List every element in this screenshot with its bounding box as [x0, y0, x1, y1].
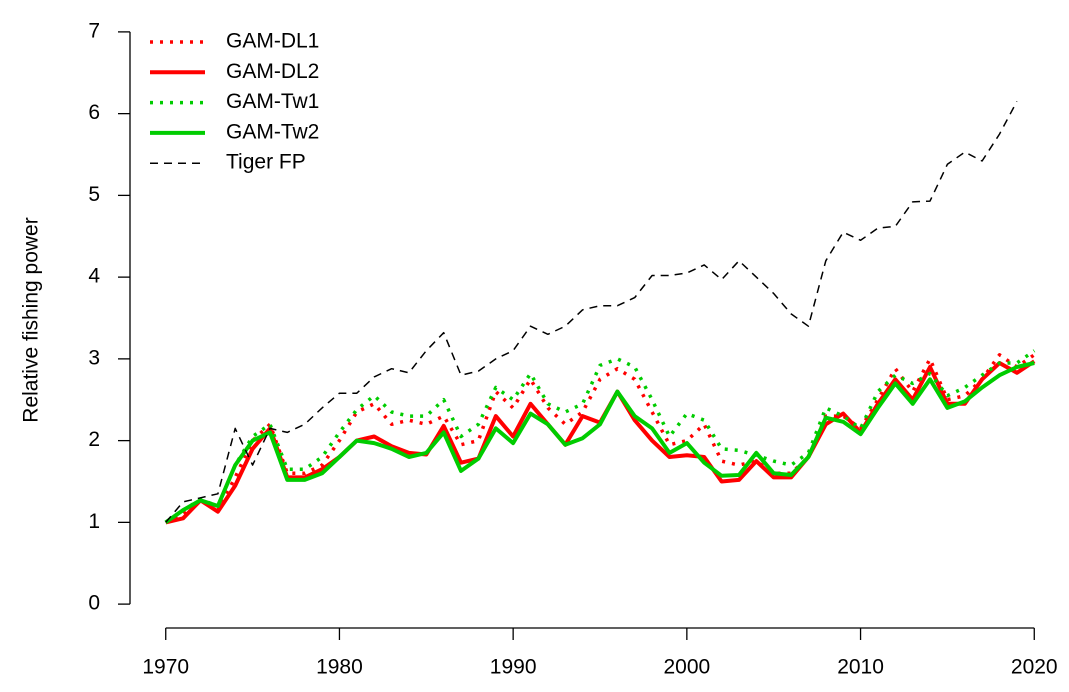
y-tick-label: 3 [88, 346, 100, 369]
y-tick-label: 1 [88, 510, 100, 533]
legend-label: GAM-DL2 [226, 60, 319, 83]
series-line [164, 353, 1036, 524]
y-tick-label: 0 [88, 592, 100, 615]
legend-label: GAM-Tw1 [226, 90, 319, 113]
y-tick-label: 7 [88, 19, 100, 42]
legend-label: Tiger FP [226, 151, 306, 174]
y-tick-label: 5 [88, 183, 100, 206]
x-tick-label: 2010 [837, 656, 884, 679]
x-tick-label: 2000 [663, 656, 710, 679]
x-tick-label: 1970 [142, 656, 189, 679]
series-line [164, 361, 1035, 525]
y-axis-label: Relative fishing power [20, 217, 43, 422]
x-tick-label: 2020 [1011, 656, 1058, 679]
legend-label: GAM-DL1 [226, 30, 319, 53]
y-tick-label: 6 [88, 101, 100, 124]
series-line [165, 359, 1036, 525]
x-tick-label: 1990 [490, 656, 537, 679]
legend-label: GAM-Tw2 [226, 120, 319, 143]
x-tick-label: 1980 [316, 656, 363, 679]
series-line [164, 349, 1036, 524]
y-tick-label: 4 [88, 265, 100, 288]
series-line [165, 101, 1018, 523]
y-tick-label: 2 [88, 428, 100, 451]
